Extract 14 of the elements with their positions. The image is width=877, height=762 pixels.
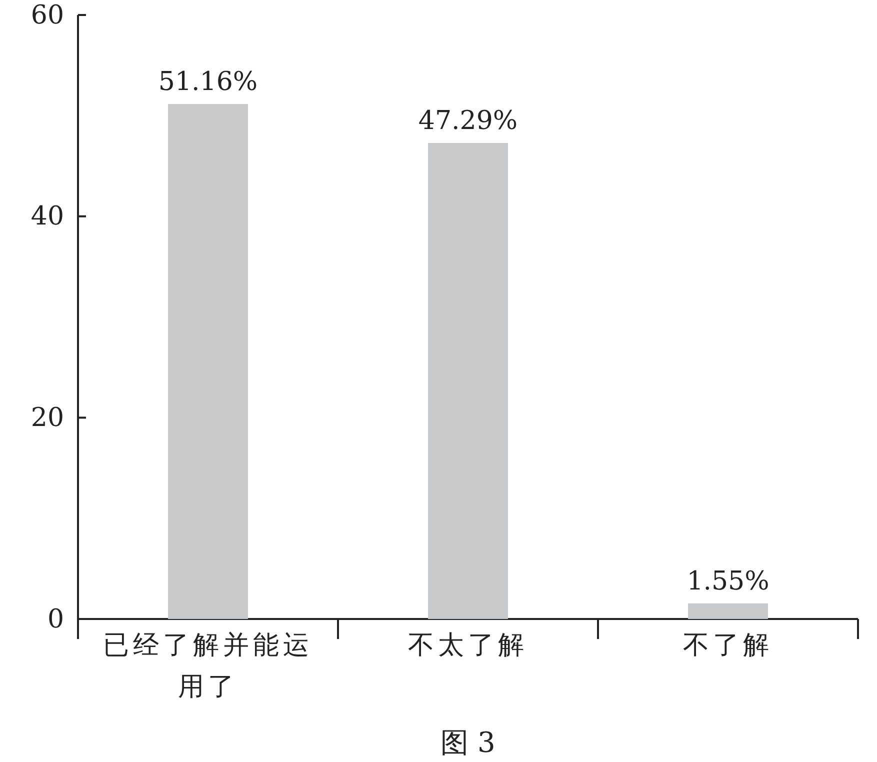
bar [168, 104, 248, 619]
bar [688, 603, 768, 619]
y-tick-label: 60 [30, 0, 64, 30]
text: 图 3 [440, 726, 496, 759]
x-tick-label: 不太了解 [408, 630, 528, 660]
y-tick-label: 0 [47, 604, 64, 634]
x-tick-label: 不了解 [683, 630, 773, 660]
y-tick-label: 20 [30, 402, 64, 433]
data-label: 51.16% [158, 66, 258, 97]
bar [428, 142, 508, 619]
data-label: 1.55% [686, 566, 770, 596]
data-label: 47.29% [418, 106, 518, 136]
y-tick-label: 40 [30, 202, 64, 232]
x-tick-label: 已经了解并能运用了 [103, 630, 313, 702]
